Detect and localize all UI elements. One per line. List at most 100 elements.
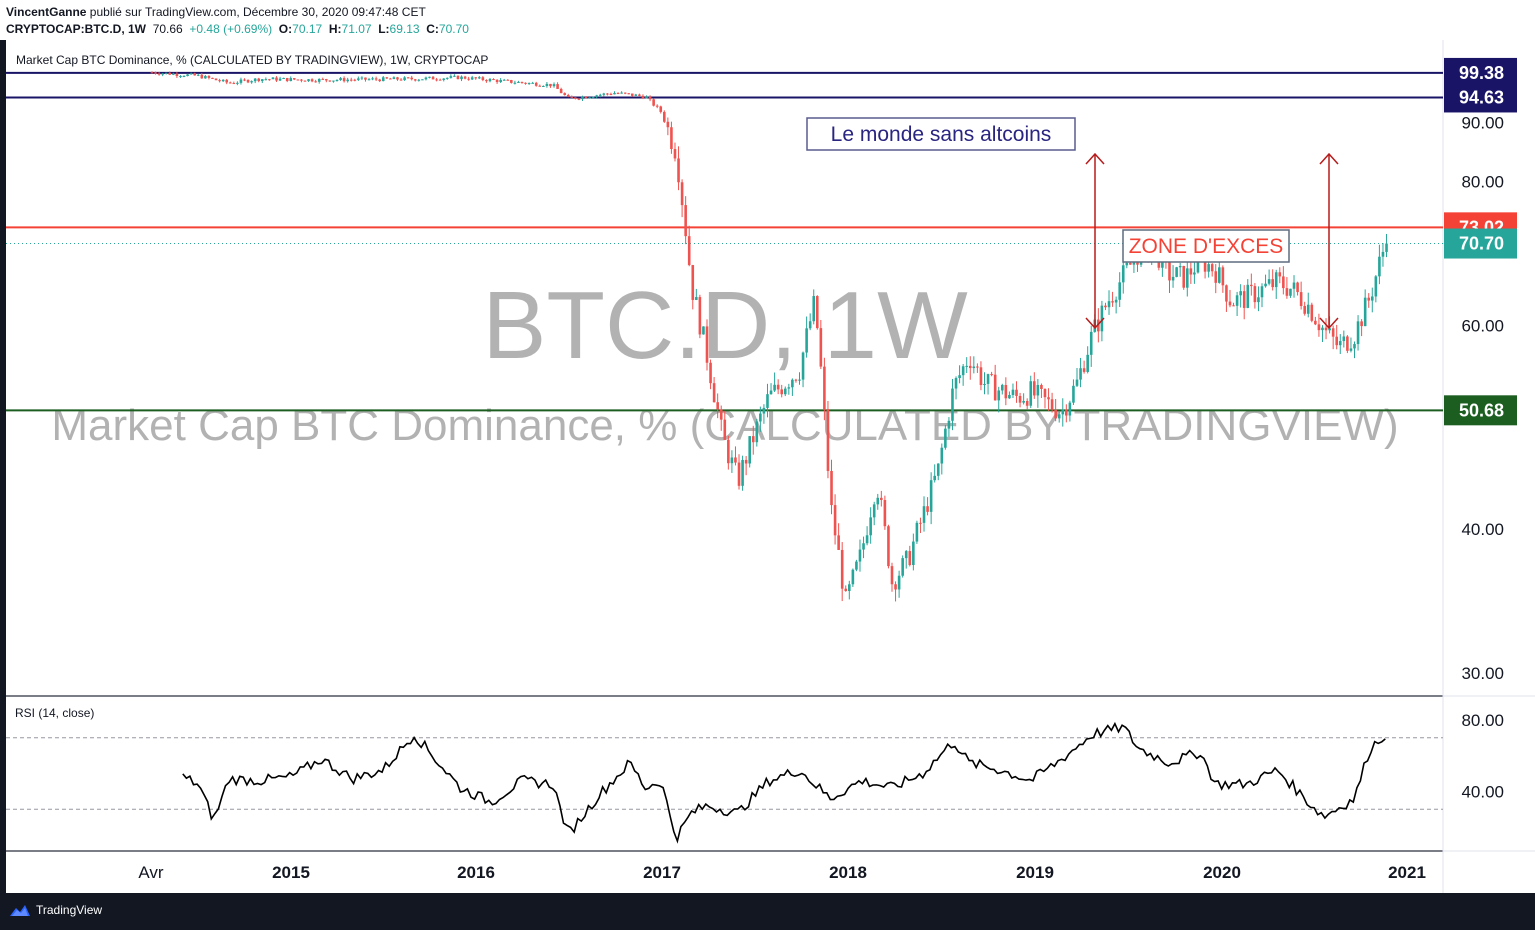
candle-136: [634, 93, 638, 96]
close-label: C:: [426, 22, 439, 36]
candle-35: [275, 76, 278, 82]
candle-319: [1285, 277, 1289, 299]
candle-204: [876, 493, 880, 510]
candle-234: [983, 372, 986, 395]
candle-242: [1011, 383, 1015, 398]
candle-220: [933, 464, 936, 483]
candle-85: [453, 74, 456, 77]
candle-120: [577, 98, 581, 101]
candle-236: [990, 371, 993, 377]
candle-231: [972, 356, 976, 374]
candle-81: [438, 78, 442, 81]
candle-153: [695, 288, 698, 301]
author-name[interactable]: VincentGanne: [6, 5, 87, 19]
time-tick-2: 2016: [457, 863, 495, 882]
chart-area[interactable]: Market Cap BTC Dominance, % (CALCULATED …: [0, 40, 1535, 893]
candle-291: [1185, 258, 1189, 297]
candle-12: [193, 72, 196, 76]
candle-215: [915, 520, 919, 544]
candle-24: [236, 81, 239, 86]
candle-8: [179, 75, 182, 78]
candle-213: [908, 545, 912, 567]
candle-50: [328, 80, 332, 82]
candle-326: [1310, 302, 1314, 323]
candle-9: [182, 75, 186, 78]
candle-270: [1111, 291, 1114, 307]
candle-183: [801, 351, 805, 388]
candle-51: [332, 80, 335, 83]
candle-102: [513, 80, 517, 85]
candle-112: [549, 83, 552, 88]
candle-58: [357, 76, 360, 81]
candle-42: [300, 78, 303, 83]
candle-3: [161, 72, 164, 77]
candle-121: [581, 95, 584, 102]
candle-54: [342, 76, 346, 83]
hline-tag-1: 94.63: [1459, 87, 1504, 107]
candle-63: [374, 76, 378, 82]
candle-39: [289, 76, 293, 82]
tradingview-logo[interactable]: TradingView: [8, 903, 102, 917]
candle-144: [663, 110, 666, 123]
candle-80: [435, 77, 438, 82]
candle-217: [922, 496, 926, 532]
candle-46: [314, 79, 317, 83]
rsi-pane[interactable]: [6, 697, 1443, 850]
time-tick-1: 2015: [272, 863, 310, 882]
candle-229: [965, 357, 969, 374]
candle-143: [659, 105, 663, 114]
annotation-box-zone[interactable]: [1122, 229, 1290, 263]
candle-95: [488, 77, 492, 83]
candle-44: [307, 79, 310, 82]
candle-92: [478, 75, 481, 80]
candle-224: [947, 417, 951, 437]
candle-193: [837, 523, 840, 551]
candle-304: [1232, 302, 1235, 307]
candle-49: [325, 78, 328, 83]
open-value: 70.17: [292, 22, 323, 36]
candle-290: [1182, 265, 1186, 290]
candle-56: [349, 77, 353, 82]
candle-82: [442, 78, 446, 82]
price-axis[interactable]: [1443, 40, 1535, 893]
candle-259: [1072, 379, 1075, 405]
candle-32: [264, 77, 268, 81]
candle-288: [1175, 266, 1178, 278]
low-value: 69.13: [389, 22, 420, 36]
candle-149: [680, 179, 684, 218]
zone-arrow-right[interactable]: [1319, 152, 1339, 330]
candle-31: [260, 79, 264, 84]
candle-139: [645, 95, 648, 99]
time-axis[interactable]: [6, 852, 1443, 893]
candle-212: [904, 550, 908, 569]
rsi-tick-0: 80.00: [1461, 711, 1504, 730]
candle-309: [1250, 273, 1253, 296]
last-price: 70.66: [152, 22, 183, 36]
annotation-box-monde[interactable]: [806, 117, 1076, 151]
candle-60: [364, 77, 367, 82]
candle-117: [566, 93, 570, 98]
candle-135: [630, 93, 634, 97]
candle-1: [154, 71, 157, 75]
candle-318: [1282, 266, 1285, 295]
candle-254: [1054, 398, 1057, 422]
candle-338: [1353, 341, 1356, 359]
candle-160: [719, 405, 723, 431]
zone-arrow-left[interactable]: [1085, 152, 1105, 330]
candle-211: [901, 555, 904, 578]
candle-59: [360, 76, 364, 81]
low-label: L:: [378, 22, 390, 36]
candle-200: [862, 536, 865, 559]
candle-306: [1239, 284, 1242, 308]
candle-17: [211, 77, 214, 79]
candle-18: [214, 78, 218, 81]
candle-216: [919, 517, 922, 534]
chart-header: VincentGanne publié sur TradingView.com,…: [0, 0, 1535, 40]
main-pane[interactable]: [6, 40, 1443, 695]
candle-156: [705, 319, 709, 371]
price-tick-2: 60.00: [1461, 317, 1504, 336]
time-tick-4: 2018: [829, 863, 867, 882]
candle-130: [613, 91, 616, 95]
candle-271: [1114, 296, 1118, 314]
candle-113: [552, 82, 556, 88]
